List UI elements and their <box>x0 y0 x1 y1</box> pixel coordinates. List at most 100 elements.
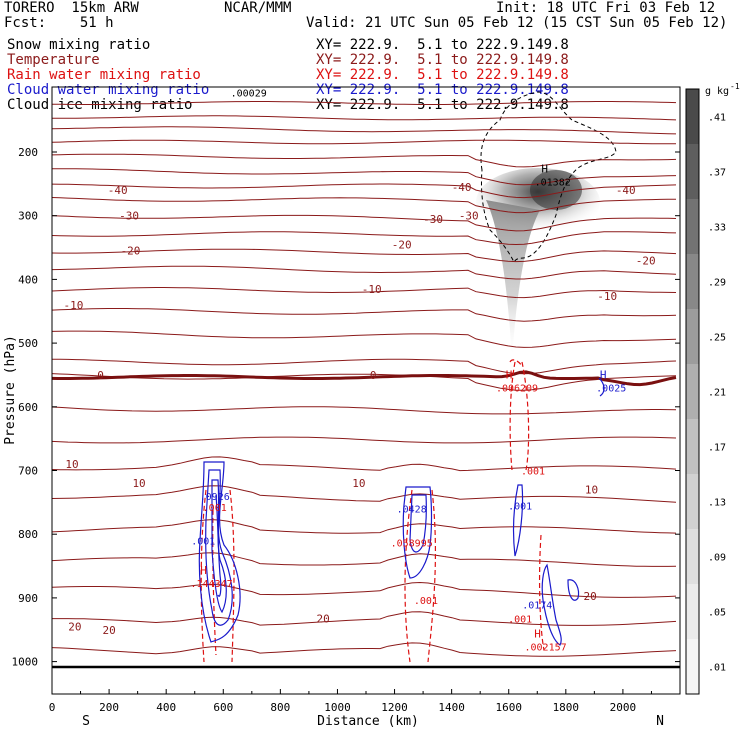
contour-label: .001 <box>508 614 532 625</box>
isotherm-line <box>51 183 677 199</box>
isotherm-line <box>51 153 677 168</box>
maximum-symbol: H <box>534 628 541 641</box>
x-tick-label: 1400 <box>438 701 465 714</box>
x-tick-label: 400 <box>156 701 176 714</box>
y-tick-label: 800 <box>18 528 38 541</box>
colorbar-swatch <box>686 89 699 145</box>
maximum-symbol: H <box>200 564 207 577</box>
isotherm-line <box>52 115 677 121</box>
contour-label: .0926 <box>200 492 230 503</box>
maximum-value: .144347 <box>191 579 233 590</box>
isotherm-line <box>52 168 677 186</box>
isotherm-label: 10 <box>585 484 598 497</box>
field-temperature: Temperature <box>7 52 100 68</box>
contour-label: .058995 <box>391 538 433 549</box>
x-tick-label: 1000 <box>324 701 351 714</box>
maximum-value: .0025 <box>596 383 626 394</box>
isotherm-label: -40 <box>108 184 128 197</box>
contour-label: .001 <box>508 502 532 513</box>
isotherm-line <box>51 436 677 444</box>
field-snow: Snow mixing ratio <box>7 37 151 53</box>
colorbar-label: .33 <box>708 223 726 234</box>
xy-rain: XY= 222.9. 5.1 to 222.9.149.8 <box>316 67 569 83</box>
maximum-value: .002157 <box>524 643 566 654</box>
temperature-isotherms <box>51 101 677 657</box>
contour-label: .001 <box>414 596 438 607</box>
cloud-water-contours <box>198 377 605 646</box>
isotherm-label: -40 <box>452 181 472 194</box>
colorbar-label: .25 <box>708 333 726 344</box>
isotherm-line <box>52 358 677 375</box>
isotherm-label: 20 <box>102 624 115 637</box>
isotherm-label: 20 <box>68 621 81 634</box>
y-tick-label: 500 <box>18 337 38 350</box>
xy-cloud-ice: XY= 222.9. 5.1 to 222.9.149.8 <box>316 97 569 113</box>
isotherm-label: -40 <box>616 184 636 197</box>
init-time: Init: 18 UTC Fri 03 Feb 12 <box>496 0 716 16</box>
isotherm-line <box>51 456 677 472</box>
isotherm-label: -20 <box>392 238 412 251</box>
axis-ticks: 0 200 400 600 800 1000 1200 1400 1600 1800 2000200… <box>12 146 680 714</box>
xy-snow: XY= 222.9. 5.1 to 222.9.149.8 <box>316 37 569 53</box>
isotherm-label: -30 <box>119 210 139 223</box>
colorbar-unit: g kg <box>705 86 729 97</box>
x-tick-label: 800 <box>270 701 290 714</box>
cloud-ice-contour <box>480 91 617 263</box>
colorbar-swatch <box>686 474 699 530</box>
y-tick-label: 900 <box>18 592 38 605</box>
maximum-symbol: H <box>541 163 548 176</box>
isotherm-line <box>51 126 677 135</box>
contour-label: .0174 <box>522 600 552 611</box>
isotherm-label: 20 <box>583 590 596 603</box>
contour-label: .0428 <box>397 505 427 516</box>
isotherm-line <box>52 611 677 626</box>
isotherm-line <box>51 308 677 322</box>
isotherm-line <box>51 373 677 391</box>
isotherm-line <box>51 139 676 145</box>
isotherm-label: 20 <box>317 612 330 625</box>
isotherm-line <box>51 519 677 534</box>
colorbar-swatch <box>686 639 699 695</box>
colorbar-label: .29 <box>708 278 726 289</box>
isotherm-label: 10 <box>352 477 365 490</box>
isotherm-line <box>51 197 676 214</box>
colorbar-swatch <box>686 364 699 420</box>
x-tick-label: 1800 <box>553 701 580 714</box>
maximum-value: .01382 <box>535 178 571 189</box>
contour-label: .001 <box>191 537 215 548</box>
isotherm-label: -20 <box>636 254 656 267</box>
valid-time: Valid: 21 UTC Sun 05 Feb 12 (15 CST Sun … <box>306 15 728 31</box>
contour-label: .001 <box>521 467 545 478</box>
forecast-hour: Fcst: 51 h <box>4 15 114 31</box>
isotherm-label: 0 <box>370 369 377 382</box>
maximum-symbol: H <box>506 368 513 381</box>
isotherm-label: 10 <box>132 477 145 490</box>
isotherm-label: -20 <box>121 245 141 258</box>
colorbar-label: .13 <box>708 498 726 509</box>
colorbar-swatch <box>686 199 699 255</box>
isotherm-line <box>51 101 677 105</box>
isotherm-label: -10 <box>597 290 617 303</box>
colorbar-label: .37 <box>708 168 726 179</box>
field-cloud-ice: Cloud ice mixing ratio <box>7 97 193 113</box>
y-tick-label: 200 <box>18 146 38 159</box>
isotherm-line <box>51 265 677 280</box>
colorbar-label: .09 <box>708 553 726 564</box>
colorbar-swatch <box>686 584 699 640</box>
isotherm-label: -10 <box>63 299 83 312</box>
isotherm-line <box>51 248 677 263</box>
maximum-symbol: H <box>600 368 607 381</box>
isotherm-line <box>51 485 677 503</box>
colorbar-swatch <box>686 309 699 365</box>
isotherm-label: 0 <box>97 369 104 382</box>
y-tick-label: 400 <box>18 273 38 286</box>
colorbar-border <box>685 88 700 695</box>
x-tick-label: 1600 <box>495 701 522 714</box>
x-end-label-north: N <box>656 714 664 729</box>
contour-label: .001 <box>203 503 227 514</box>
isotherm-line <box>51 214 677 232</box>
rain-water-contours <box>200 359 545 663</box>
isotherm-label: -10 <box>362 283 382 296</box>
x-tick-label: 600 <box>213 701 233 714</box>
model-name: TORERO 15km ARW <box>4 0 139 16</box>
